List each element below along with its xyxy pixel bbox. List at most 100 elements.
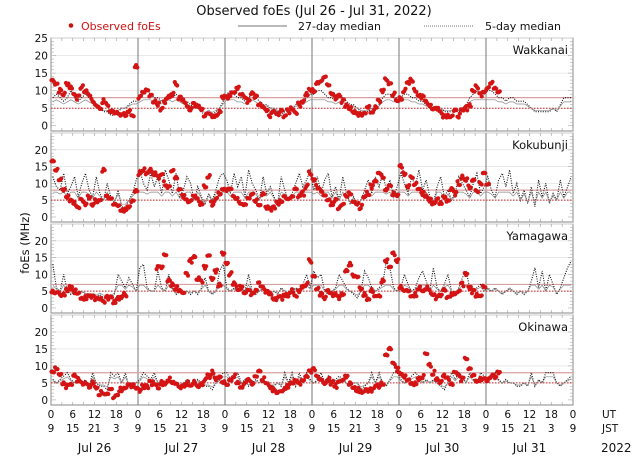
observed-point [235, 195, 240, 201]
x-tick-label-jst: 3 [548, 423, 555, 435]
legend-observed-label: Observed foEs [81, 20, 161, 33]
observed-point [240, 284, 245, 289]
x-tick-label-ut: 18 [458, 409, 471, 421]
observed-point [153, 98, 158, 103]
observed-point [417, 284, 423, 289]
observed-point [472, 177, 477, 182]
observed-point [218, 283, 223, 288]
x-tick-label-ut: 0 [222, 409, 229, 421]
day-label: Jul 30 [425, 441, 460, 455]
observed-point [330, 202, 336, 208]
x-tick-label-ut: 0 [396, 409, 403, 421]
observed-point [414, 382, 419, 387]
observed-point [439, 292, 444, 297]
observed-point [367, 103, 372, 109]
x-tick-label-jst: 15 [501, 423, 514, 435]
observed-point [356, 201, 361, 206]
x-tick-label-ut: 0 [483, 409, 490, 421]
y-tick-label: 10 [35, 269, 48, 281]
observed-point [414, 89, 419, 94]
observed-point [189, 105, 194, 111]
observed-point [314, 182, 319, 187]
observed-point [135, 65, 140, 70]
observed-point [465, 108, 470, 113]
observed-point [106, 391, 111, 397]
observed-point [66, 81, 71, 86]
observed-point [370, 183, 375, 188]
observed-point [101, 97, 106, 102]
observed-point [323, 294, 328, 299]
observed-point [69, 284, 75, 289]
observed-point [392, 253, 397, 258]
legend: Observed foEs 27-day median 5-day median [68, 20, 561, 33]
y-tick-label: 20 [35, 327, 48, 339]
x-tick-label-jst: 21 [436, 423, 449, 435]
y-tick-label: 20 [35, 51, 48, 63]
observed-point [468, 284, 473, 289]
observed-point [74, 97, 79, 102]
x-tick-label-ut: 0 [48, 409, 55, 421]
observed-point [345, 194, 350, 199]
observed-point [167, 278, 172, 283]
x-tick-label-jst: 15 [240, 423, 253, 435]
y-tick-label: 5 [41, 378, 48, 390]
observed-point [456, 115, 461, 120]
observed-point [497, 89, 502, 94]
observed-point [330, 378, 336, 383]
observed-point [214, 267, 220, 272]
observed-point [236, 84, 241, 89]
observed-point [207, 253, 212, 258]
observed-point [443, 288, 448, 293]
x-tick-label-ut: 6 [69, 409, 76, 421]
observed-point [312, 274, 317, 279]
observed-point [175, 83, 180, 88]
observed-point [236, 381, 241, 386]
observed-point [363, 111, 368, 116]
observed-point [262, 375, 267, 380]
observed-point [410, 175, 415, 180]
x-tick-label-ut: 12 [436, 409, 449, 421]
observed-point [102, 300, 107, 305]
y-tick-label: 15 [35, 162, 48, 174]
observed-point [160, 105, 165, 110]
observed-point [146, 88, 151, 93]
observed-point [349, 105, 354, 110]
observed-point [291, 194, 296, 199]
observed-point [388, 183, 394, 188]
observed-point [370, 290, 375, 295]
observed-point [479, 293, 484, 298]
observed-point [258, 369, 263, 374]
observed-point [257, 280, 262, 285]
observed-point [407, 377, 412, 382]
x-tick-label-ut: 12 [175, 409, 188, 421]
day-label: Jul 29 [338, 441, 373, 455]
y-tick-label: 0 [41, 395, 48, 407]
observed-point [254, 93, 259, 98]
observed-point [262, 192, 267, 197]
observed-point [468, 104, 473, 109]
y-axis-label: foEs (MHz) [18, 212, 32, 274]
observed-point [334, 197, 339, 202]
observed-point [62, 293, 67, 298]
x-tick-label-ut: 12 [349, 409, 362, 421]
observed-point [149, 169, 154, 174]
observed-point [218, 109, 223, 114]
observed-point [207, 173, 212, 178]
day-label: Jul 27 [164, 441, 199, 455]
x-tick-label-ut: 6 [330, 409, 337, 421]
observed-point [421, 373, 426, 378]
x-tick-label-jst: 3 [113, 423, 120, 435]
observed-point [98, 106, 104, 111]
observed-point [234, 284, 239, 289]
observed-point [396, 365, 401, 370]
observed-point [109, 295, 114, 300]
observed-point [208, 199, 214, 204]
observed-point [338, 94, 343, 99]
observed-point [287, 111, 292, 116]
panel-kokubunji: 0 5 10 15 20 Kokubunji [35, 132, 574, 224]
observed-point [374, 105, 379, 110]
x-tick-label-jst: 9 [483, 423, 490, 435]
observed-point [428, 364, 433, 369]
observed-point [497, 370, 502, 375]
observed-point [178, 187, 183, 192]
